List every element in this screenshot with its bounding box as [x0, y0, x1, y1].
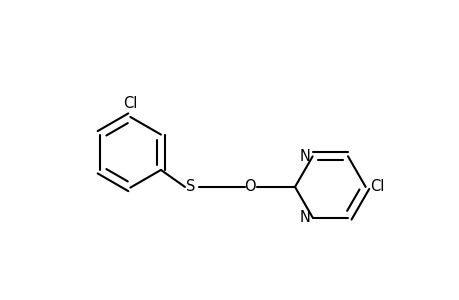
Text: N: N: [299, 149, 310, 164]
Text: O: O: [244, 179, 255, 194]
Text: N: N: [299, 210, 310, 225]
Text: Cl: Cl: [123, 97, 137, 112]
Text: S: S: [185, 179, 195, 194]
Text: Cl: Cl: [369, 179, 384, 194]
